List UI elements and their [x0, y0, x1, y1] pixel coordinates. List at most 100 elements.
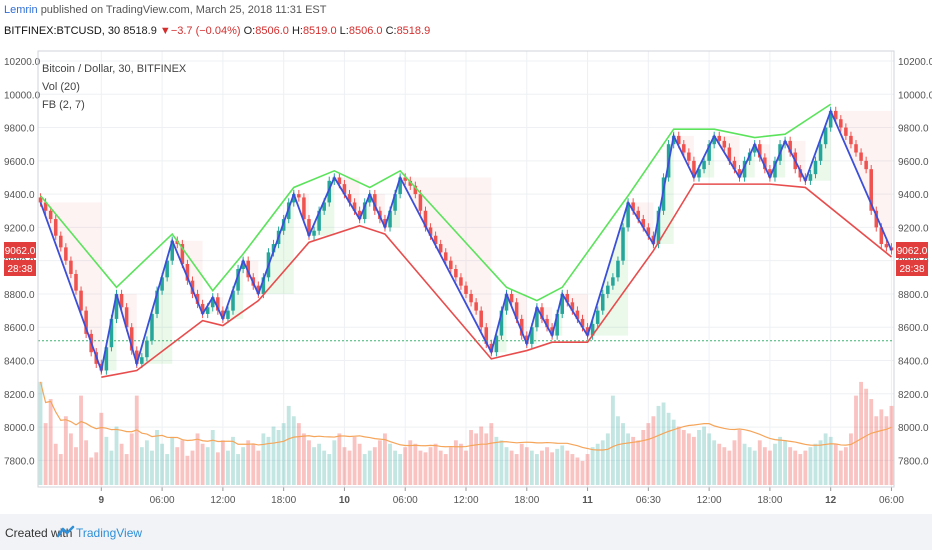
volume-bar [600, 440, 605, 485]
volume-bar [869, 399, 874, 485]
close-label: C: [385, 25, 397, 37]
candle-body [408, 180, 413, 186]
candle-body [646, 227, 651, 236]
volume-bar [788, 447, 793, 485]
candle-body [869, 169, 873, 211]
legend-title: Bitcoin / Dollar, 30, BITFINEX [42, 63, 187, 75]
candle-body [327, 180, 332, 203]
volume-bar [266, 436, 271, 485]
candle-body [271, 244, 276, 253]
volume-bar [74, 447, 78, 485]
x-tick-label: 06:00 [393, 495, 418, 506]
candle-body [109, 318, 114, 348]
candle-body [580, 318, 585, 328]
candle-body [514, 302, 519, 319]
volume-bar [58, 454, 63, 485]
down-arrow-icon: ▼ [159, 25, 171, 37]
volume-bar [79, 395, 83, 485]
volume-bar [134, 395, 139, 485]
volume-bar [251, 443, 256, 485]
candle-body [788, 140, 792, 153]
volume-bar [109, 450, 114, 485]
candle-body [216, 297, 220, 311]
volume-bar [626, 433, 631, 485]
y-tick-right: 8200.0 [898, 390, 929, 401]
close-value: 8518.9 [396, 25, 431, 37]
volume-bar [742, 443, 747, 485]
tradingview-brand-link[interactable]: TradingView [76, 526, 143, 540]
volume-bar [778, 436, 782, 485]
candle-body [702, 160, 706, 170]
candle-body [641, 219, 646, 228]
candle-body [43, 202, 48, 211]
right-price-badge: 9062.0 [897, 246, 928, 257]
right-countdown-badge: 28:38 [899, 264, 924, 275]
candle-body [170, 240, 174, 261]
volume-bar [595, 443, 600, 485]
y-tick-left: 8200.0 [4, 390, 35, 401]
header: Lemrin published on TradingView.com, Mar… [0, 0, 932, 44]
candle-body [226, 310, 230, 319]
published-text: published on TradingView.com, March 25, … [40, 4, 327, 16]
volume-bar [68, 433, 73, 485]
volume-bar [388, 443, 392, 485]
volume-bar [246, 440, 251, 485]
volume-bars [38, 381, 894, 485]
volume-bar [99, 412, 104, 485]
volume-bar [580, 460, 585, 485]
price-chart[interactable]: 7800.0 7800.0 8000.0 8000.0 8200.0 8200.0 8400… [0, 47, 932, 513]
volume-bar [403, 447, 408, 485]
legend-fb: FB (2, 7) [42, 99, 85, 111]
volume-bar [818, 440, 823, 485]
leg-fill [562, 293, 588, 336]
y-tick-right: 8600.0 [898, 323, 929, 334]
candle-body [585, 327, 590, 336]
candle-body [433, 235, 438, 245]
volume-bar [686, 433, 691, 485]
volume-bar [114, 426, 119, 485]
candle-body [525, 335, 529, 344]
volume-bar [474, 433, 479, 485]
volume-bar [200, 443, 205, 485]
footer: Created with TradingView [0, 514, 932, 550]
zigzag-line [39, 108, 893, 374]
candle-body [494, 335, 499, 353]
volume-bar [545, 447, 549, 485]
volume-bar [84, 440, 89, 485]
volume-bar [160, 443, 165, 485]
volume-bar [398, 454, 403, 485]
volume-bar [621, 423, 625, 485]
candle-body [165, 260, 169, 278]
y-tick-right: 9200.0 [898, 223, 929, 234]
volume-bar [367, 450, 372, 485]
y-tick-right: 9400.0 [898, 190, 929, 201]
x-tick-label: 9 [99, 495, 105, 506]
candle-body [742, 160, 747, 178]
volume-bar [372, 447, 377, 485]
volume-bar [479, 426, 484, 485]
left-countdown-badge: 28:38 [7, 264, 32, 275]
candle-body [712, 135, 716, 145]
candle-body [752, 144, 757, 153]
candle-body [768, 169, 772, 178]
volume-bar [281, 423, 286, 485]
candle-body [509, 293, 514, 303]
y-tick-right: 8000.0 [898, 423, 929, 434]
volume-bar [484, 433, 489, 485]
volume-bar [190, 450, 195, 485]
volume-bar [838, 450, 843, 485]
author-link[interactable]: Lemrin [4, 4, 38, 16]
volume-bar [565, 450, 570, 485]
volume-bar [317, 443, 322, 485]
volume-bar [793, 450, 798, 485]
y-tick-left: 9200.0 [4, 223, 35, 234]
candle-body [808, 174, 813, 181]
volume-bar [590, 447, 595, 485]
volume-bar [747, 447, 752, 485]
candle-body [413, 185, 418, 195]
volume-bar [843, 447, 848, 485]
volume-bar [727, 450, 732, 485]
candle-body [722, 140, 727, 148]
candle-body [302, 197, 306, 220]
created-with-text: Created with [5, 526, 73, 540]
